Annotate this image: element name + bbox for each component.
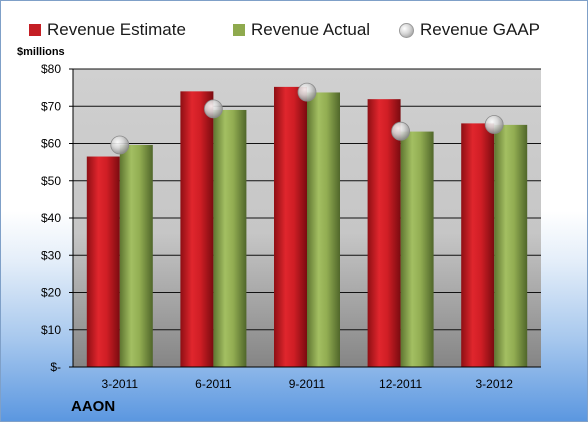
- x-tick-label: 6-2011: [195, 377, 232, 391]
- y-tick-label: $70: [41, 99, 61, 113]
- x-tick-label: 12-2011: [379, 377, 422, 391]
- y-tick-label: $20: [41, 286, 61, 300]
- bar-revenue-estimate: [461, 123, 495, 367]
- company-name: AAON: [71, 398, 116, 415]
- legend-label-revenue-estimate: Revenue Estimate: [47, 20, 186, 39]
- y-tick-label: $10: [41, 323, 61, 337]
- marker-revenue-gaap: [110, 135, 130, 155]
- legend-marker-revenue-gaap: [399, 22, 414, 38]
- legend-swatch-revenue-actual: [233, 24, 245, 36]
- y-tick-label: $-: [50, 360, 61, 374]
- marker-revenue-gaap: [484, 115, 504, 134]
- bar-revenue-estimate: [180, 91, 214, 367]
- bar-revenue-actual: [213, 109, 247, 367]
- x-tick-label: 3-2011: [102, 377, 139, 391]
- x-tick-label: 9-2011: [289, 377, 326, 391]
- bar-revenue-actual: [307, 92, 340, 367]
- legend-swatch-revenue-estimate: [29, 24, 41, 36]
- y-tick-label: $80: [41, 62, 61, 76]
- bar-revenue-estimate: [86, 156, 120, 367]
- bar-revenue-actual: [400, 131, 434, 367]
- legend-label-revenue-gaap: Revenue GAAP: [420, 20, 541, 39]
- bar-revenue-actual: [119, 144, 153, 367]
- y-tick-label: $40: [41, 211, 61, 225]
- legend-item-revenue-estimate: Revenue Estimate: [29, 17, 186, 43]
- y-tick-label: $50: [41, 174, 61, 188]
- legend-item-revenue-gaap: Revenue GAAP: [399, 17, 540, 43]
- marker-revenue-gaap: [203, 99, 223, 119]
- y-tick-label: $60: [41, 137, 61, 151]
- legend-label-revenue-actual: Revenue Actual: [251, 20, 371, 39]
- bar-revenue-estimate: [367, 99, 401, 368]
- y-axis-unit-label: $millions: [17, 46, 65, 58]
- bar-revenue-actual: [494, 124, 528, 367]
- y-tick-label: $30: [41, 248, 61, 262]
- marker-revenue-gaap: [297, 82, 317, 102]
- legend: Revenue Estimate Revenue Actual Revenue …: [21, 17, 581, 43]
- marker-revenue-gaap: [391, 121, 411, 141]
- x-tick-label: 3-2012: [476, 377, 514, 391]
- bar-revenue-estimate: [274, 86, 307, 367]
- legend-item-revenue-actual: Revenue Actual: [233, 17, 370, 43]
